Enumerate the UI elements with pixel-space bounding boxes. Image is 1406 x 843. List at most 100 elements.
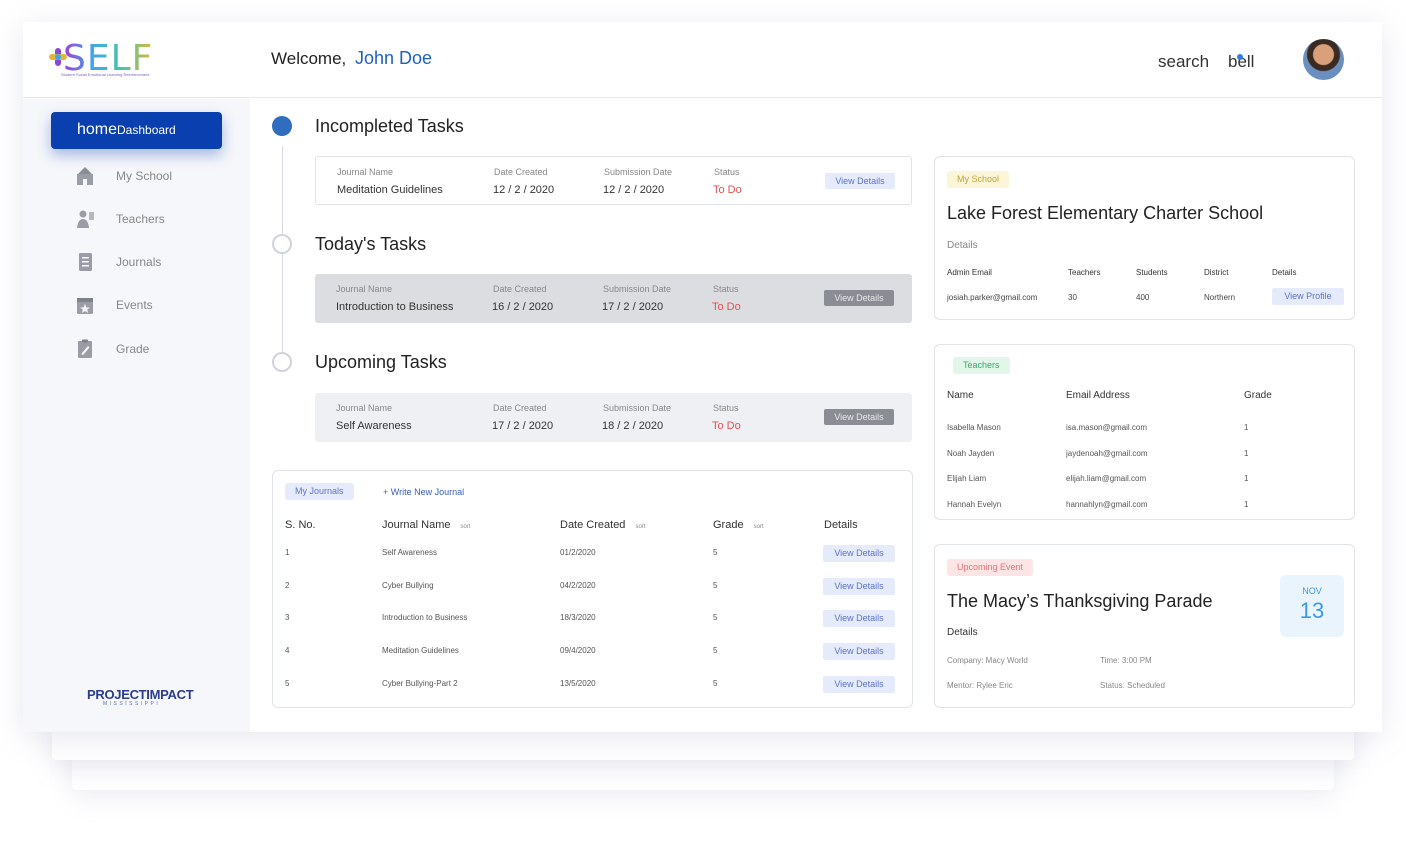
table-row: 1 Self Awareness 01/2/2020 5 View Detail… [273,543,912,565]
view-details-button[interactable]: View Details [823,643,895,660]
sort-label[interactable]: sort [753,524,764,530]
sidebar-item-grade[interactable]: Grade [75,339,235,363]
teacher-email: isa.mason@gmail.com [1066,423,1148,432]
section-title-today: Today's Tasks [315,234,427,254]
column-header-grade[interactable]: Grade sort [713,519,764,531]
sidebar-item-label: Grade [116,342,150,356]
logo-tagline: Student Social Emotional Learning Reinfo… [61,72,150,77]
teacher-grade: 1 [1244,474,1249,483]
bell-icon[interactable]: bell [1228,52,1255,71]
task-row-incompleted: Journal Name Date Created Submission Dat… [315,156,912,205]
timeline-dot [272,352,292,372]
view-details-button[interactable]: View Details [823,610,895,627]
table-row: 2 Cyber Bullying 04/2/2020 5 View Detail… [273,576,912,598]
task-header-journal-name: Journal Name [337,167,394,177]
teachers-card: Teachers Name Email Address Grade Isabel… [934,344,1355,520]
view-details-button[interactable]: View Details [823,578,895,595]
plus-logo-icon [49,48,67,66]
teachers-count: 30 [1068,293,1077,302]
my-school-card: My School Lake Forest Elementary Charter… [934,156,1355,320]
task-header-status: Status [713,284,739,294]
project-impact-logo-subtext: MISSISSIPPI [103,701,161,707]
event-name: The Macy’s Thanksgiving Parade [947,591,1213,611]
timeline-line [282,146,283,366]
view-details-button[interactable]: View Details [824,290,894,306]
sidebar-item-journals[interactable]: Journals [75,252,235,276]
row-grade: 5 [713,646,718,655]
sort-label[interactable]: sort [635,524,646,530]
column-header-date-created[interactable]: Date Created sort [560,519,645,531]
teacher-name: Hannah Evelyn [947,500,1002,509]
timeline-dot-active [272,116,292,136]
notification-dot [1237,54,1243,60]
event-time: Time: 3:00 PM [1100,656,1152,665]
my-journals-tag: My Journals [285,483,354,500]
table-row: Elijah Liam elijah.liam@gmail.com 1 [935,472,1354,490]
section-title-incompleted: Incompleted Tasks [315,116,464,136]
view-details-button[interactable]: View Details [825,173,895,189]
avatar[interactable] [1303,39,1344,80]
upcoming-event-tag: Upcoming Event [947,559,1034,576]
table-row: Isabella Mason isa.mason@gmail.com 1 [935,421,1354,439]
teacher-icon [77,210,94,228]
task-header-submission-date: Submission Date [603,284,672,294]
column-header-name: Name [947,390,974,401]
row-grade: 5 [713,548,718,557]
section-title-upcoming: Upcoming Tasks [315,352,447,372]
teacher-email: elijah.liam@gmail.com [1066,474,1147,483]
sort-label[interactable]: sort [460,524,471,530]
sidebar-item-label: Events [116,298,153,312]
row-journal-name: Cyber Bullying [382,581,434,590]
teacher-grade: 1 [1244,500,1249,509]
my-journals-card: My Journals + Write New Journal S. No. J… [272,470,913,708]
event-mentor: Mentor: Rylee Eric [947,681,1013,690]
row-date-created: 04/2/2020 [560,581,596,590]
my-school-tag: My School [947,171,1010,188]
school-name: Lake Forest Elementary Charter School [947,203,1264,223]
teacher-name: Noah Jayden [947,449,995,458]
task-submission-date: 17 / 2 / 2020 [602,301,664,313]
teacher-email: jaydenoah@gmail.com [1066,449,1148,458]
view-details-button[interactable]: View Details [823,676,895,693]
row-sno: 2 [285,581,290,590]
event-company: Company: Macy World [947,656,1028,665]
task-date-created: 16 / 2 / 2020 [492,301,554,313]
view-profile-button[interactable]: View Profile [1272,288,1344,305]
teachers-tag: Teachers [953,357,1010,374]
sidebar-item-dashboard[interactable]: home Dashboard [51,112,222,149]
column-header-grade: Grade [1244,390,1272,401]
row-date-created: 18/3/2020 [560,613,596,622]
table-row: Noah Jayden jaydenoah@gmail.com 1 [935,447,1354,465]
event-status: Status: Scheduled [1100,681,1165,690]
column-header-label: Date Created [560,519,626,531]
event-date-badge: NOV 13 [1280,575,1344,637]
task-date-created: 12 / 2 / 2020 [493,184,555,196]
district-value: Northern [1204,293,1236,302]
row-grade: 5 [713,613,718,622]
write-new-journal-link[interactable]: + Write New Journal [383,487,465,497]
search-icon[interactable]: search [1158,52,1210,71]
self-logo[interactable]: SELF Student Social Emotional Learning R… [49,38,153,80]
sidebar-item-my-school[interactable]: My School [75,166,235,190]
view-details-button[interactable]: View Details [823,545,895,562]
teacher-grade: 1 [1244,423,1249,432]
row-sno: 4 [285,646,290,655]
row-journal-name: Self Awareness [382,548,437,557]
column-header-journal-name[interactable]: Journal Name sort [382,519,471,531]
row-sno: 3 [285,613,290,622]
view-details-button[interactable]: View Details [824,409,894,425]
sidebar-item-teachers[interactable]: Teachers [75,209,235,233]
grade-icon [78,339,92,358]
school-header-details: Details [1272,268,1297,277]
sidebar-item-events[interactable]: Events [75,295,235,319]
task-journal-name: Meditation Guidelines [337,184,443,196]
task-status: To Do [712,420,741,432]
upcoming-event-card: Upcoming Event The Macy’s Thanksgiving P… [934,544,1355,708]
column-header-sno: S. No. [285,519,316,531]
timeline-dot [272,234,292,254]
task-header-date-created: Date Created [493,403,547,413]
teacher-grade: 1 [1244,449,1249,458]
row-date-created: 13/5/2020 [560,679,596,688]
task-header-submission-date: Submission Date [604,167,673,177]
column-header-label: Journal Name [382,519,451,531]
